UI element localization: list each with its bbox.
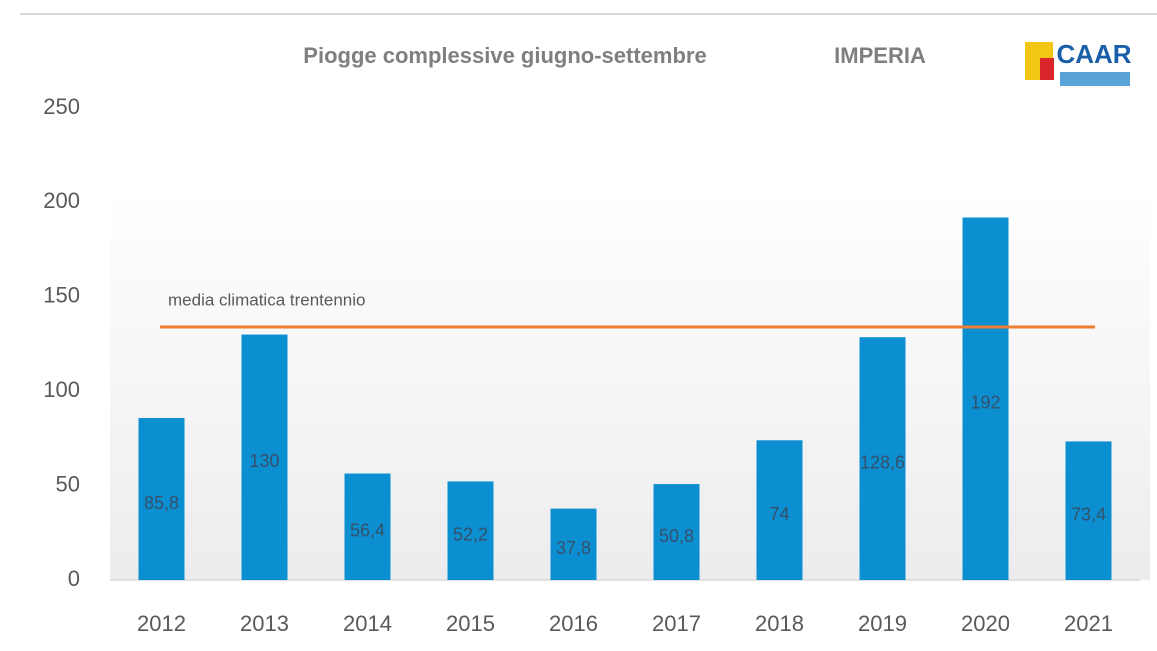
value-label: 128,6 (860, 452, 905, 472)
y-tick-label: 250 (43, 94, 80, 119)
bar (653, 484, 700, 580)
reference-label: media climatica trentennio (168, 290, 365, 309)
chart-title: Piogge complessive giugno-settembre (303, 43, 706, 68)
y-tick-label: 100 (43, 377, 80, 402)
bar (344, 473, 391, 580)
chart-subtitle: IMPERIA (834, 43, 926, 68)
y-tick-label: 200 (43, 188, 80, 213)
bar (550, 508, 597, 580)
value-label: 56,4 (350, 521, 385, 541)
x-tick-label: 2017 (652, 611, 701, 636)
value-label: 52,2 (453, 524, 488, 544)
x-tick-label: 2015 (446, 611, 495, 636)
x-tick-label: 2018 (755, 611, 804, 636)
value-label: 130 (249, 451, 279, 471)
x-tick-label: 2020 (961, 611, 1010, 636)
x-tick-label: 2013 (240, 611, 289, 636)
logo: CAAR (1025, 39, 1132, 86)
value-label: 50,8 (659, 526, 694, 546)
bar (1065, 441, 1112, 580)
bar (447, 481, 494, 580)
y-tick-label: 150 (43, 283, 80, 308)
y-tick-label: 50 (56, 471, 80, 496)
x-tick-label: 2014 (343, 611, 392, 636)
value-label: 73,4 (1071, 504, 1106, 524)
bar (138, 418, 185, 580)
bar (756, 440, 803, 580)
bar (859, 337, 906, 580)
x-tick-label: 2019 (858, 611, 907, 636)
bar (241, 334, 288, 580)
logo-band (1060, 72, 1130, 86)
x-tick-label: 2021 (1064, 611, 1113, 636)
value-label: 74 (769, 504, 789, 524)
logo-text: CAAR (1056, 39, 1131, 69)
x-tick-label: 2012 (137, 611, 186, 636)
value-label: 85,8 (144, 493, 179, 513)
bar (962, 217, 1009, 580)
logo-icon (1040, 58, 1054, 80)
y-tick-label: 0 (68, 566, 80, 591)
value-label: 37,8 (556, 538, 591, 558)
value-label: 192 (970, 393, 1000, 413)
x-tick-label: 2016 (549, 611, 598, 636)
